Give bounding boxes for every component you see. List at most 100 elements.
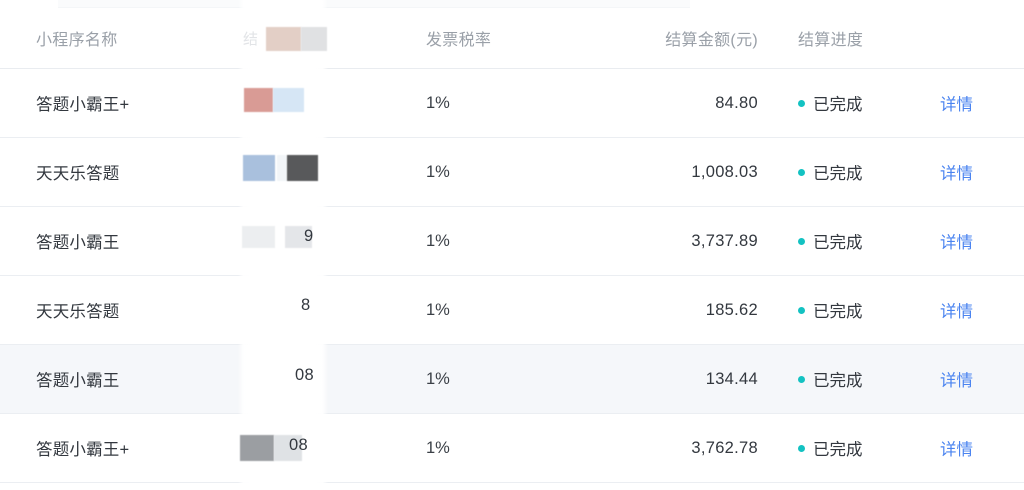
amount-text: 3,737.89 [691,231,758,250]
status-badge: 已完成 [813,96,863,114]
column-header-status[interactable]: 结算进度 [758,26,918,50]
cell-action: 详情 [918,298,1024,322]
column-header-tax-rate[interactable]: 发票税率 [408,26,628,50]
table-row[interactable]: 答题小霸王+ 1% 3,762.78 已完成 详情 [0,414,1024,483]
table-row[interactable]: 答题小霸王+ 1% 84.80 已完成 详情 [0,69,1024,138]
cell-amount: 134.44 [628,370,758,389]
masked-peek-digits: 08 [295,366,314,384]
cell-amount: 185.62 [628,301,758,320]
masked-peek-digits: 8 [301,296,311,314]
cell-amount: 1,008.03 [628,163,758,182]
status-badge: 已完成 [813,441,863,459]
status-dot-icon [798,168,805,176]
cell-app-name: 天天乐答题 [0,160,244,184]
status-dot-icon [798,375,805,383]
detail-link[interactable]: 详情 [940,96,973,114]
cell-app-name: 天天乐答题 [0,298,244,322]
column-header-name-label: 小程序名称 [36,31,118,49]
cell-status: 已完成 [758,229,918,253]
mosaic-block [266,27,301,51]
masked-peek-digits: 08 [289,436,308,454]
cell-tax-rate: 1% [408,439,628,458]
cell-tax-rate: 1% [408,163,628,182]
status-dot-icon [798,99,805,107]
cell-tax-rate: 1% [408,94,628,113]
app-name-text: 天天乐答题 [36,165,120,183]
cell-app-name: 答题小霸王+ [0,436,244,460]
cell-action: 详情 [918,91,1024,115]
cell-tax-rate: 1% [408,370,628,389]
cell-action: 详情 [918,367,1024,391]
amount-text: 1,008.03 [691,162,758,181]
amount-text: 3,762.78 [691,438,758,457]
mosaic-block [277,155,287,181]
table-header-row: 小程序名称 发票税率 结算金额(元) 结算进度 [0,7,1024,69]
table-row[interactable]: 答题小霸王 1% 3,737.89 已完成 详情 [0,207,1024,276]
status-dot-icon [798,306,805,314]
mosaic-block [273,88,304,112]
app-name-text: 天天乐答题 [36,303,120,321]
cell-amount: 84.80 [628,94,758,113]
detail-link[interactable]: 详情 [940,234,973,252]
mosaic-block [287,155,318,181]
cell-status: 已完成 [758,298,918,322]
cell-amount: 3,762.78 [628,439,758,458]
column-header-tax-rate-label: 发票税率 [426,31,492,49]
status-badge: 已完成 [813,372,863,390]
tax-rate-text: 1% [426,438,450,457]
cutoff-top-strip [58,0,690,8]
detail-link[interactable]: 详情 [940,303,973,321]
cell-action: 详情 [918,160,1024,184]
app-name-text: 答题小霸王+ [36,441,130,459]
tax-rate-text: 1% [426,162,450,181]
status-badge: 已完成 [813,303,863,321]
redacted-header-glyph: 结 [243,31,259,48]
cell-app-name: 答题小霸王 [0,229,244,253]
cell-tax-rate: 1% [408,301,628,320]
cell-status: 已完成 [758,160,918,184]
cell-action: 详情 [918,436,1024,460]
tax-rate-text: 1% [426,300,450,319]
column-header-name[interactable]: 小程序名称 [0,26,244,50]
tax-rate-text: 1% [426,231,450,250]
status-dot-icon [798,237,805,245]
mosaic-block [243,155,275,181]
detail-link[interactable]: 详情 [940,441,973,459]
cell-status: 已完成 [758,91,918,115]
mosaic-block [301,27,327,51]
column-header-amount[interactable]: 结算金额(元) [628,26,758,50]
cell-app-name: 答题小霸王 [0,367,244,391]
cell-tax-rate: 1% [408,232,628,251]
column-header-amount-label: 结算金额(元) [665,31,758,49]
app-name-text: 答题小霸王 [36,372,120,390]
masked-peek-digits: 9 [304,227,314,245]
app-name-text: 答题小霸王 [36,234,120,252]
cell-action: 详情 [918,229,1024,253]
table-row[interactable]: 天天乐答题 1% 1,008.03 已完成 详情 [0,138,1024,207]
mosaic-block [285,226,312,248]
status-badge: 已完成 [813,165,863,183]
table-row[interactable]: 答题小霸王 1% 134.44 已完成 详情 [0,345,1024,414]
cell-app-name: 答题小霸王+ [0,91,244,115]
detail-link[interactable]: 详情 [940,165,973,183]
cell-amount: 3,737.89 [628,232,758,251]
app-name-text: 答题小霸王+ [36,96,130,114]
status-badge: 已完成 [813,234,863,252]
cell-status: 已完成 [758,436,918,460]
table-row[interactable]: 天天乐答题 1% 185.62 已完成 详情 [0,276,1024,345]
detail-link[interactable]: 详情 [940,372,973,390]
amount-text: 134.44 [705,369,758,388]
column-header-status-label: 结算进度 [798,31,864,49]
status-dot-icon [798,444,805,452]
tax-rate-text: 1% [426,93,450,112]
mosaic-block [240,435,274,461]
cell-status: 已完成 [758,367,918,391]
amount-text: 185.62 [705,300,758,319]
mosaic-block [242,226,275,248]
amount-text: 84.80 [715,93,758,112]
settlement-table: 小程序名称 发票税率 结算金额(元) 结算进度 答题小霸王+ [0,7,1024,483]
mosaic-block [274,435,302,461]
mosaic-block [244,88,273,112]
tax-rate-text: 1% [426,369,450,388]
